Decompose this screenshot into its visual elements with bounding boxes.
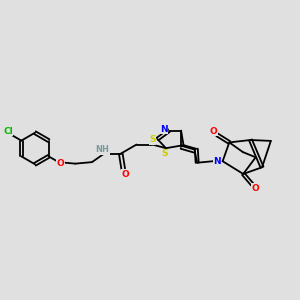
Text: NH: NH [96,145,110,154]
Text: S: S [161,149,168,158]
Text: N: N [213,157,221,166]
Text: O: O [251,184,259,193]
Text: Cl: Cl [3,127,13,136]
Text: O: O [121,170,129,179]
Text: O: O [210,127,218,136]
Text: S: S [149,136,156,145]
Text: O: O [57,159,64,168]
Text: N: N [160,124,167,134]
